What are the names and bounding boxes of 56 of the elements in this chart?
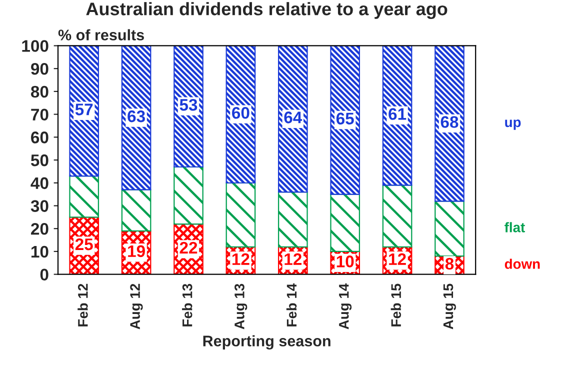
text: up — [505, 120, 521, 130]
bar — [434, 46, 464, 202]
data-label: 19 — [128, 245, 145, 258]
y-tick-label: 90 — [31, 62, 48, 75]
y-tick-label: 20 — [31, 223, 48, 235]
data-label: 12 — [389, 253, 406, 265]
bar — [434, 200, 464, 257]
data-label: 8 — [445, 258, 454, 270]
y-tick-label: 10 — [31, 246, 48, 258]
data-label: 64 — [284, 112, 302, 124]
y-axis-title: % of results — [58, 29, 144, 40]
bar — [69, 46, 100, 177]
y-tick-label: 100 — [22, 40, 48, 52]
chart-title: Australian dividends relative to a year ago — [86, 2, 448, 19]
data-label: 65 — [336, 112, 354, 124]
bar — [121, 189, 152, 232]
y-tick-label: 80 — [30, 86, 48, 98]
y-tick-label: 70 — [31, 108, 48, 121]
x-tick-label: Feb 15 — [390, 284, 402, 326]
data-label: 61 — [388, 108, 406, 120]
y-tick-label: 60 — [31, 132, 48, 144]
bar — [69, 175, 100, 218]
y-tick-label: 30 — [30, 200, 48, 212]
text: flat — [504, 222, 525, 232]
bar — [121, 46, 152, 190]
x-axis-title: Reporting season — [203, 335, 330, 350]
data-label: 12 — [284, 253, 302, 265]
bar — [278, 191, 308, 248]
bar — [278, 46, 308, 193]
y-tick-label: 0 — [40, 268, 48, 281]
data-label: 12 — [232, 253, 250, 265]
bar — [174, 166, 204, 225]
x-tick-label: Aug 12 — [130, 284, 143, 330]
bar — [226, 182, 256, 248]
bar — [330, 46, 360, 195]
x-tick-label: Feb 14 — [286, 283, 297, 326]
bar — [382, 46, 412, 186]
x-tick-label: Aug 13 — [234, 284, 248, 330]
data-label: 57 — [75, 104, 93, 116]
x-tick-label: Feb 13 — [182, 284, 192, 326]
y-tick-label: 50 — [30, 154, 48, 166]
data-label: 22 — [180, 242, 198, 254]
data-label: 53 — [180, 98, 198, 111]
bar — [382, 184, 412, 248]
data-label: 68 — [440, 116, 458, 128]
bar — [226, 46, 256, 184]
x-tick-label: Feb 12 — [78, 284, 88, 326]
y-tick-label: 40 — [30, 177, 48, 190]
data-label: 60 — [232, 106, 250, 119]
data-label: 10 — [336, 256, 354, 268]
text: down — [504, 258, 540, 269]
x-tick-label: Aug 14 — [339, 283, 352, 330]
data-label: 63 — [128, 110, 145, 122]
data-label: 25 — [75, 238, 93, 250]
bar — [174, 46, 204, 168]
x-tick-label: Aug 15 — [443, 284, 456, 330]
